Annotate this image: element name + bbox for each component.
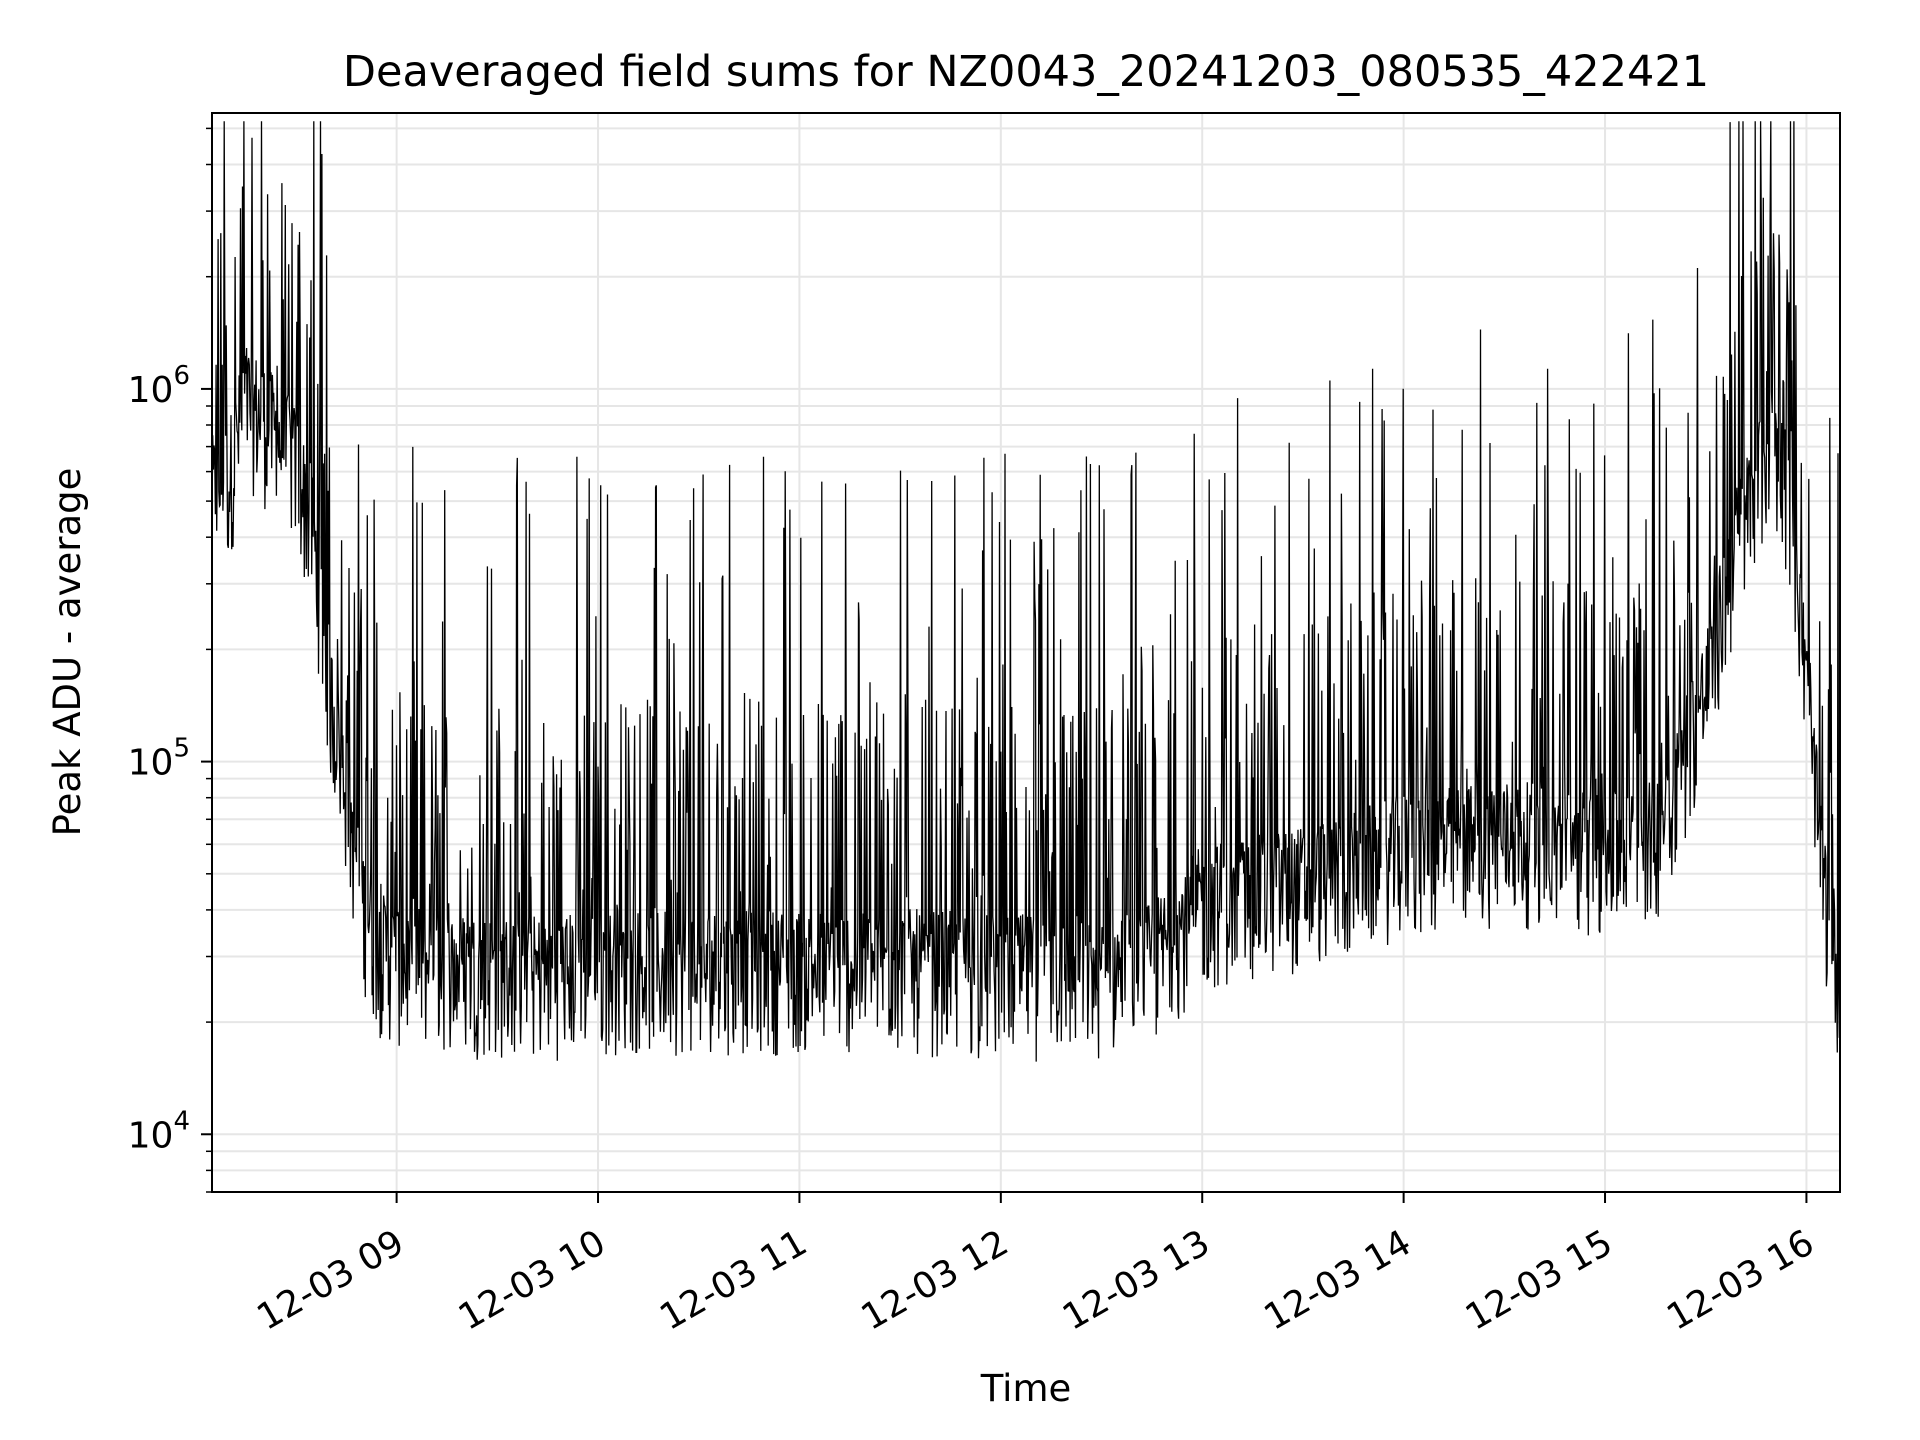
series-line [211, 121, 1841, 1062]
x-axis-label: Time [980, 1367, 1072, 1410]
chart-title: Deaveraged field sums for NZ0043_2024120… [343, 47, 1709, 97]
data-series [211, 121, 1841, 1062]
plot-frame [211, 112, 1841, 1193]
y-axis-label: Peak ADU - average [46, 468, 89, 837]
